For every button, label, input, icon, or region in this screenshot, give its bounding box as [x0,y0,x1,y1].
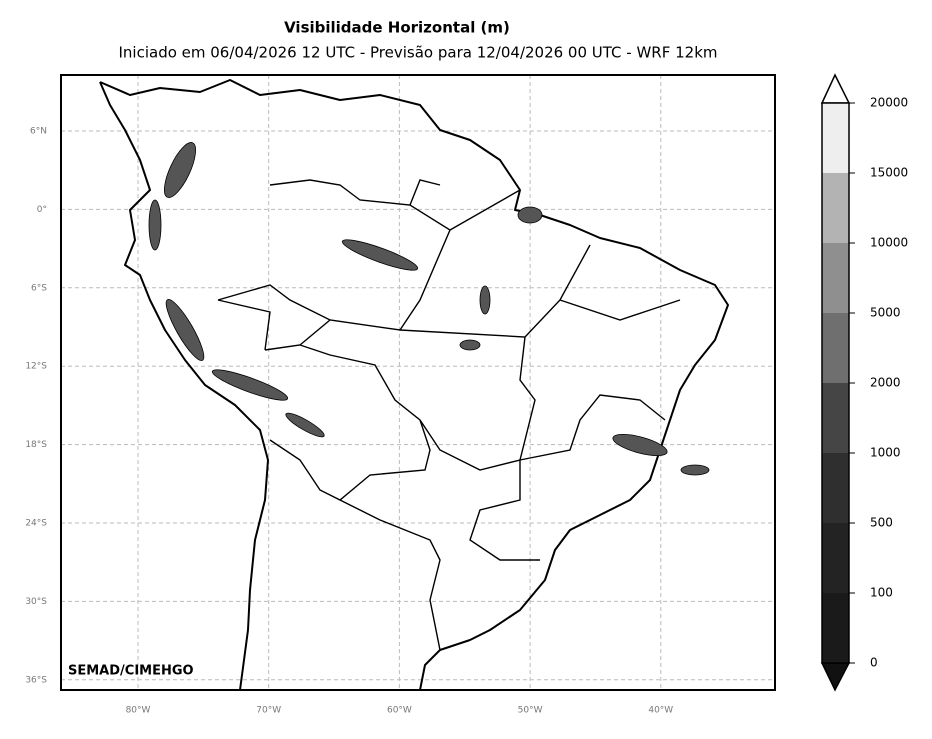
lat-label: 0° [37,205,47,215]
subtitle: Iniciado em 06/04/2026 12 UTC - Previsão… [118,44,717,62]
low-visibility-areas [148,142,710,476]
map [99,79,729,691]
colorbar-tick-label: 100 [870,586,893,600]
lat-label: 12°S [25,362,47,372]
colorbar-tick-label: 1000 [870,446,901,460]
lon-label: 70°W [256,706,281,716]
colorbar: 0 100 500 1000 2000 5000 10000 15000 20000 [820,73,908,692]
colorbar-tick-label: 500 [870,516,893,530]
colorbar-segment [822,453,849,523]
colorbar-segment [822,523,849,593]
colorbar-segment [822,593,849,663]
colorbar-segment [822,173,849,243]
graticule: 6°N 0° 6°S 12°S 18°S 24°S 30°S 36°S 80°W 70°W 60°W… [25,75,775,716]
colorbar-tick-label: 5000 [870,306,901,320]
lat-label: 6°S [31,283,47,293]
colorbar-segment [822,103,849,173]
lat-label: 36°S [25,675,47,685]
colorbar-tick-label: 20000 [870,96,908,110]
lon-label: 60°W [387,706,412,716]
colorbar-tick-label: 15000 [870,166,908,180]
colorbar-extend-bottom [820,662,851,692]
title: Visibilidade Horizontal (m) [284,19,510,37]
lat-label: 6°N [30,127,47,137]
colorbar-segment [822,313,849,383]
colorbar-tick-label: 10000 [870,236,908,250]
colorbar-segment [822,383,849,453]
lon-label: 50°W [518,706,543,716]
lon-label: 40°W [648,706,673,716]
colorbar-tick-label: 2000 [870,376,901,390]
map-frame [60,74,776,691]
coastline [99,79,729,691]
colorbar-tick-label: 0 [870,656,878,670]
lon-label: 80°W [126,706,151,716]
lat-label: 30°S [25,597,47,607]
credit: SEMAD/CIMEHGO [68,664,194,679]
colorbar-extend-top [820,73,851,104]
borders [217,179,681,651]
colorbar-segment [822,243,849,313]
lat-label: 18°S [25,440,47,450]
lat-label: 24°S [25,519,47,529]
